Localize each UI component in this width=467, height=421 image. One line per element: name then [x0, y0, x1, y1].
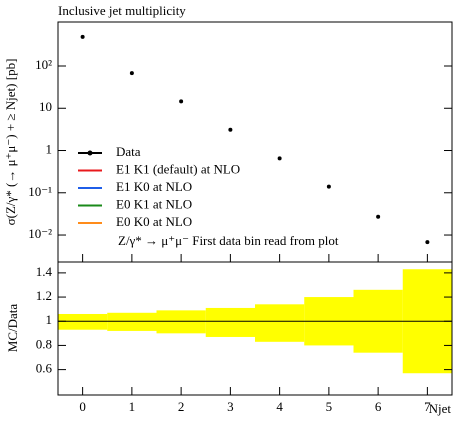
- y-tick-label: 1: [46, 142, 53, 157]
- y-tick-label: 1: [46, 312, 53, 327]
- legend-label: E0 K1 at NLO: [116, 196, 192, 211]
- legend-label: E1 K1 (default) at NLO: [116, 161, 240, 176]
- ratio-y-axis-label: MC/Data: [5, 304, 20, 353]
- y-tick-label: 1.2: [36, 288, 52, 303]
- y-tick-label: 1.4: [36, 264, 53, 279]
- legend-label: E1 K0 at NLO: [116, 179, 192, 194]
- data-point: [228, 127, 233, 132]
- data-point: [425, 240, 430, 245]
- y-tick-label: 10: [39, 99, 52, 114]
- uncertainty-band: [107, 312, 157, 331]
- y-tick-label: 10⁻²: [28, 226, 52, 241]
- data-point: [277, 156, 282, 161]
- top-plot: [80, 34, 430, 245]
- x-tick-label: 0: [79, 399, 86, 414]
- x-tick-label: 4: [276, 399, 283, 414]
- x-tick-label: 3: [227, 399, 234, 414]
- uncertainty-band: [205, 307, 255, 337]
- ratio-plot: [58, 269, 452, 374]
- legend-label: Data: [116, 144, 141, 159]
- uncertainty-band: [58, 313, 108, 330]
- uncertainty-band: [156, 310, 206, 334]
- x-axis-label: Njet: [429, 401, 452, 416]
- data-point: [179, 99, 184, 104]
- data-point: [129, 71, 134, 76]
- data-point: [326, 184, 331, 189]
- chart-title: Inclusive jet multiplicity: [58, 3, 186, 18]
- legend-label: E0 K0 at NLO: [116, 214, 192, 229]
- y-tick-label: 0.6: [36, 361, 53, 376]
- data-point: [376, 214, 381, 219]
- y-tick-label: 10⁻¹: [28, 184, 52, 199]
- x-tick-label: 6: [375, 399, 382, 414]
- data-point: [80, 34, 85, 39]
- x-tick-label: 5: [326, 399, 333, 414]
- x-tick-label: 7: [424, 399, 431, 414]
- uncertainty-band: [255, 304, 305, 342]
- x-tick-label: 2: [178, 399, 185, 414]
- y-tick-label: 0.8: [36, 336, 52, 351]
- legend-dot: [87, 150, 93, 156]
- ratio-frame: [57, 261, 453, 396]
- annotation: Z/γ* → μ⁺μ⁻ First data bin read from plo…: [118, 233, 339, 248]
- y-tick-label: 10²: [35, 57, 52, 72]
- x-tick-label: 1: [129, 399, 136, 414]
- y-axis-label: σ(Z/γ* (→ μ⁺μ⁻) + ≥ Njet) [pb]: [3, 59, 18, 226]
